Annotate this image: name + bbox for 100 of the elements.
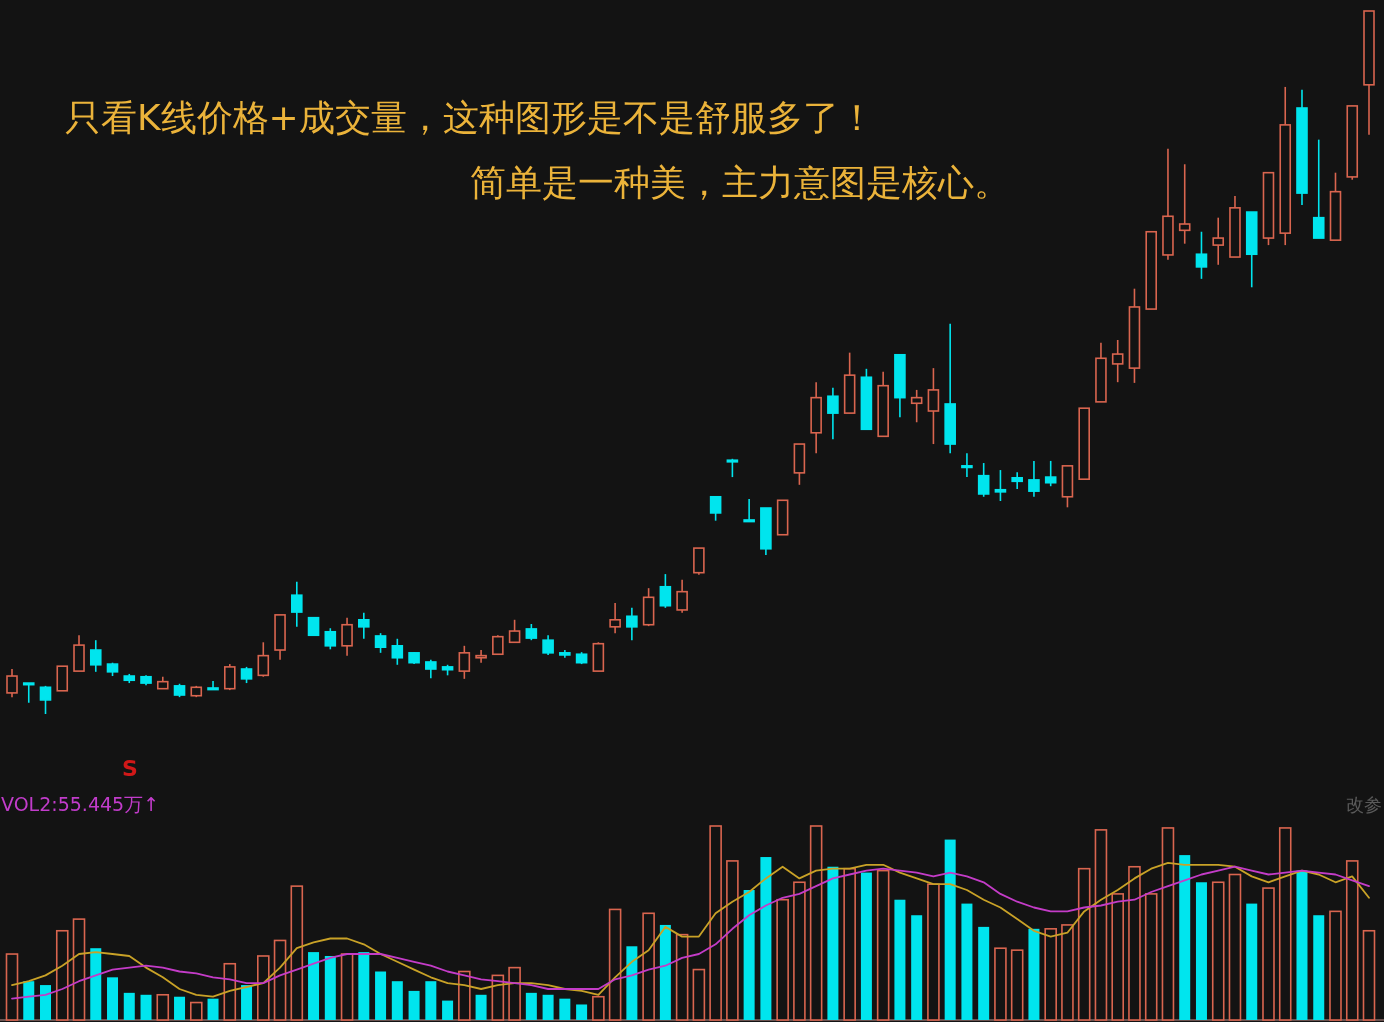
bar: [675, 933, 689, 1021]
candlestick: [89, 639, 102, 673]
bar: [793, 881, 806, 1021]
bar: [827, 866, 839, 1020]
candlestick: [1212, 216, 1225, 266]
bar: [1211, 881, 1225, 1021]
bar: [55, 929, 69, 1021]
bar: [592, 995, 605, 1021]
candlestick: [659, 573, 672, 609]
bar: [743, 890, 755, 1020]
bar: [1077, 867, 1091, 1021]
candlestick: [291, 581, 303, 628]
candlestick: [1028, 460, 1040, 498]
bar: [576, 1004, 588, 1020]
candlestick: [425, 659, 437, 679]
bar: [123, 992, 135, 1020]
bar: [257, 955, 270, 1021]
candlestick: [994, 469, 1007, 502]
candlestick: [324, 627, 337, 651]
bar: [324, 955, 336, 1020]
bar: [308, 952, 320, 1020]
candlestick: [1195, 230, 1208, 280]
bar: [559, 998, 571, 1020]
bar: [1128, 865, 1141, 1021]
bar: [1262, 887, 1275, 1021]
candlestick: [609, 602, 621, 634]
bar: [1362, 929, 1376, 1021]
candlestick: [257, 641, 270, 678]
candlestick: [458, 645, 471, 680]
bar: [1094, 829, 1108, 1021]
candlestick: [207, 680, 219, 691]
bar: [876, 869, 890, 1021]
bar: [944, 839, 956, 1020]
bar: [1061, 924, 1074, 1021]
bar: [1329, 910, 1342, 1021]
candlestick: [1044, 460, 1057, 488]
bar: [174, 996, 186, 1020]
bar: [207, 998, 219, 1020]
bar: [626, 946, 638, 1020]
candlestick: [827, 387, 839, 440]
bar: [391, 981, 403, 1020]
bar: [911, 915, 923, 1020]
bar: [978, 926, 990, 1020]
bar: [5, 953, 19, 1021]
bar: [475, 994, 487, 1020]
candlestick: [1312, 138, 1325, 239]
bar: [726, 860, 739, 1021]
bar: [843, 867, 856, 1021]
candlestick: [358, 611, 370, 640]
title: VOL2:55.445万↑: [1, 793, 160, 815]
bar: [290, 885, 304, 1021]
candlestick: [542, 634, 554, 656]
annotation: 改参: [1346, 794, 1382, 815]
bar: [608, 908, 622, 1021]
bar: [642, 912, 655, 1021]
bar: [709, 825, 722, 1021]
bar: [72, 918, 86, 1021]
bar: [776, 898, 789, 1021]
bar: [994, 947, 1007, 1021]
candlestick: [475, 649, 487, 664]
bar: [860, 872, 872, 1020]
bar: [1296, 870, 1308, 1020]
bar: [1179, 855, 1191, 1020]
bar: [894, 899, 906, 1020]
bar: [40, 985, 52, 1020]
candlestick: [39, 685, 52, 715]
candlestick: [223, 663, 236, 691]
candlestick: [626, 607, 638, 641]
bar: [659, 924, 671, 1020]
bar: [1028, 928, 1040, 1020]
bar: [223, 962, 237, 1021]
candlestick: [977, 462, 990, 498]
bar: [525, 992, 537, 1020]
bar: [425, 981, 437, 1020]
candlestick: [910, 389, 923, 424]
bar: [458, 970, 471, 1021]
bar: [692, 968, 706, 1021]
bar: [1111, 893, 1124, 1021]
bar: [189, 1001, 203, 1021]
bar: [90, 948, 102, 1020]
bar: [1228, 873, 1242, 1021]
candlestick: [374, 632, 387, 654]
candlestick: [391, 637, 404, 666]
bar: [241, 985, 253, 1020]
bar: [1144, 893, 1158, 1021]
candlestick: [508, 619, 521, 644]
bar: [442, 1000, 454, 1020]
bar: [156, 993, 170, 1021]
candlestick: [1111, 339, 1124, 383]
bar: [140, 994, 152, 1020]
bar: [927, 883, 940, 1021]
bar: [1278, 827, 1292, 1021]
candlestick: [927, 367, 940, 445]
bar: [340, 953, 354, 1021]
candlestick: [676, 578, 688, 614]
candlestick: [341, 616, 353, 657]
bar: [1345, 860, 1359, 1021]
candlestick: [6, 668, 18, 698]
bar: [961, 903, 973, 1020]
candlestick: [22, 682, 35, 704]
